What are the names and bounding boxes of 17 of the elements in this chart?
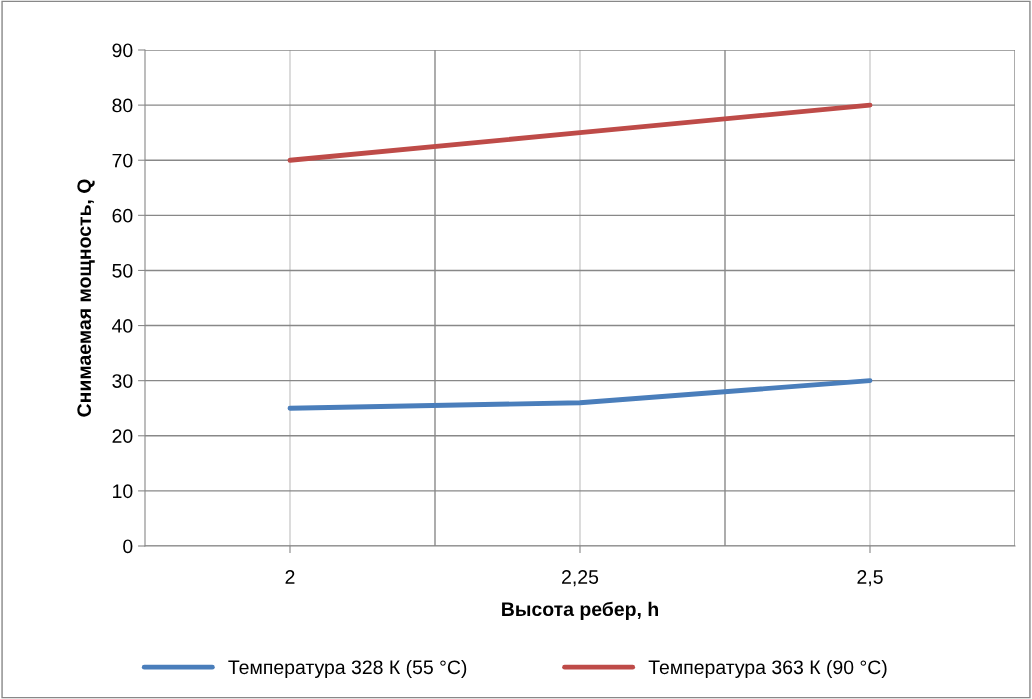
y-tick-label: 40: [112, 319, 133, 333]
x-tick-label: 2,5: [857, 570, 883, 587]
legend-label: Температура 328 К (55 °C): [228, 659, 467, 679]
legend-label: Температура 363 К (90 °C): [648, 659, 887, 679]
y-tick-label: 20: [112, 429, 133, 444]
x-tick-label: 2: [285, 570, 295, 584]
x-tick-label: 2,25: [562, 570, 599, 587]
y-axis-title: Снимаемая мощность, Q: [77, 179, 95, 417]
y-tick-label: 10: [113, 484, 133, 499]
y-tick-label: 80: [112, 98, 133, 113]
y-tick-label: 0: [123, 539, 133, 554]
y-tick-label: 90: [112, 43, 133, 58]
x-axis-title: Высота ребер, h: [502, 601, 658, 620]
y-tick-label: 70: [112, 153, 133, 168]
y-tick-label: 60: [112, 208, 133, 223]
y-tick-label: 30: [112, 374, 133, 388]
y-tick-label: 50: [112, 263, 133, 278]
